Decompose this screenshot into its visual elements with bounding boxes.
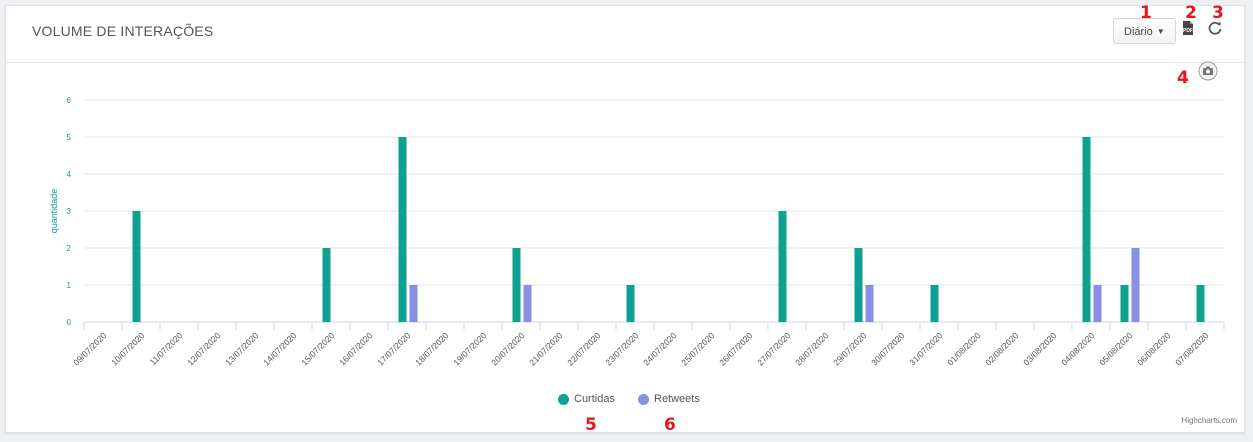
x-tick-label: 11/07/2020 — [148, 330, 185, 367]
x-tick-label: 16/07/2020 — [337, 330, 374, 367]
bar-curtidas — [778, 211, 787, 322]
x-tick-label: 01/08/2020 — [945, 330, 982, 367]
x-tick-label: 28/07/2020 — [793, 330, 830, 367]
y-tick-label: 4 — [67, 170, 72, 179]
pdf-export-icon[interactable]: PDF — [1180, 20, 1196, 36]
x-tick-label: 10/07/2020 — [109, 330, 146, 367]
bar-curtidas — [1082, 137, 1091, 322]
bar-curtidas — [854, 248, 863, 322]
x-tick-label: 24/07/2020 — [641, 330, 678, 367]
bar-retweets — [1131, 248, 1140, 322]
bar-curtidas — [930, 285, 939, 322]
y-tick-label: 0 — [67, 318, 72, 327]
x-tick-label: 04/08/2020 — [1059, 330, 1096, 367]
y-tick-label: 6 — [67, 96, 72, 105]
legend-marker-retweets — [638, 393, 649, 405]
x-tick-label: 21/07/2020 — [527, 330, 564, 367]
x-tick-label: 09/07/2020 — [71, 330, 108, 367]
x-tick-label: 27/07/2020 — [755, 330, 792, 367]
bar-curtidas — [626, 285, 635, 322]
bar-curtidas — [132, 211, 141, 322]
bar-curtidas — [1196, 285, 1205, 322]
annotation-1: 1 — [1140, 3, 1152, 23]
x-tick-label: 06/08/2020 — [1135, 330, 1172, 367]
x-tick-label: 03/08/2020 — [1021, 330, 1058, 367]
panel-header: VOLUME DE INTERAÇÕES — [6, 6, 1244, 63]
x-tick-label: 14/07/2020 — [261, 330, 298, 367]
x-tick-label: 07/08/2020 — [1173, 330, 1210, 367]
y-tick-label: 1 — [67, 281, 72, 290]
highcharts-credit[interactable]: Highcharts.com — [1181, 416, 1237, 425]
bar-retweets — [865, 285, 874, 322]
legend-item-retweets[interactable]: Retweets — [638, 393, 700, 405]
x-tick-label: 29/07/2020 — [831, 330, 868, 367]
x-tick-label: 19/07/2020 — [451, 330, 488, 367]
bar-curtidas — [512, 248, 521, 322]
x-tick-label: 20/07/2020 — [489, 330, 526, 367]
bar-curtidas — [1120, 285, 1129, 322]
x-tick-label: 13/07/2020 — [223, 330, 260, 367]
refresh-icon[interactable] — [1207, 20, 1223, 36]
x-tick-label: 25/07/2020 — [679, 330, 716, 367]
legend-marker-curtidas — [558, 393, 569, 405]
bar-retweets — [1093, 285, 1102, 322]
y-axis-title: quantidade — [49, 189, 59, 234]
annotation-5: 5 — [585, 415, 597, 435]
bar-curtidas — [398, 137, 407, 322]
x-tick-label: 18/07/2020 — [413, 330, 450, 367]
chevron-down-icon: ▼ — [1156, 27, 1165, 36]
period-dropdown[interactable]: Diário ▼ — [1113, 18, 1176, 44]
x-tick-label: 31/07/2020 — [907, 330, 944, 367]
x-tick-label: 17/07/2020 — [375, 330, 412, 367]
bar-retweets — [523, 285, 532, 322]
annotation-6: 6 — [664, 415, 676, 435]
annotation-4: 4 — [1177, 68, 1189, 88]
y-tick-label: 3 — [67, 207, 72, 216]
camera-icon[interactable] — [1198, 61, 1218, 81]
x-tick-label: 05/08/2020 — [1097, 330, 1134, 367]
legend-item-curtidas[interactable]: Curtidas — [558, 393, 615, 405]
x-tick-label: 22/07/2020 — [565, 330, 602, 367]
x-tick-label: 30/07/2020 — [869, 330, 906, 367]
x-tick-label: 02/08/2020 — [983, 330, 1020, 367]
x-tick-label: 12/07/2020 — [185, 330, 222, 367]
bar-curtidas — [322, 248, 331, 322]
legend-label-curtidas: Curtidas — [574, 393, 615, 405]
annotation-3: 3 — [1212, 3, 1224, 23]
svg-text:PDF: PDF — [1183, 28, 1193, 34]
bar-retweets — [409, 285, 418, 322]
x-tick-label: 23/07/2020 — [603, 330, 640, 367]
y-tick-label: 2 — [67, 244, 72, 253]
x-tick-label: 26/07/2020 — [717, 330, 754, 367]
interactions-panel: VOLUME DE INTERAÇÕES — [5, 5, 1245, 433]
legend-label-retweets: Retweets — [654, 393, 700, 405]
y-tick-label: 5 — [67, 133, 72, 142]
period-label: Diário — [1124, 26, 1153, 38]
panel-title: VOLUME DE INTERAÇÕES — [32, 23, 214, 39]
x-tick-label: 15/07/2020 — [299, 330, 336, 367]
annotation-2: 2 — [1185, 3, 1197, 23]
